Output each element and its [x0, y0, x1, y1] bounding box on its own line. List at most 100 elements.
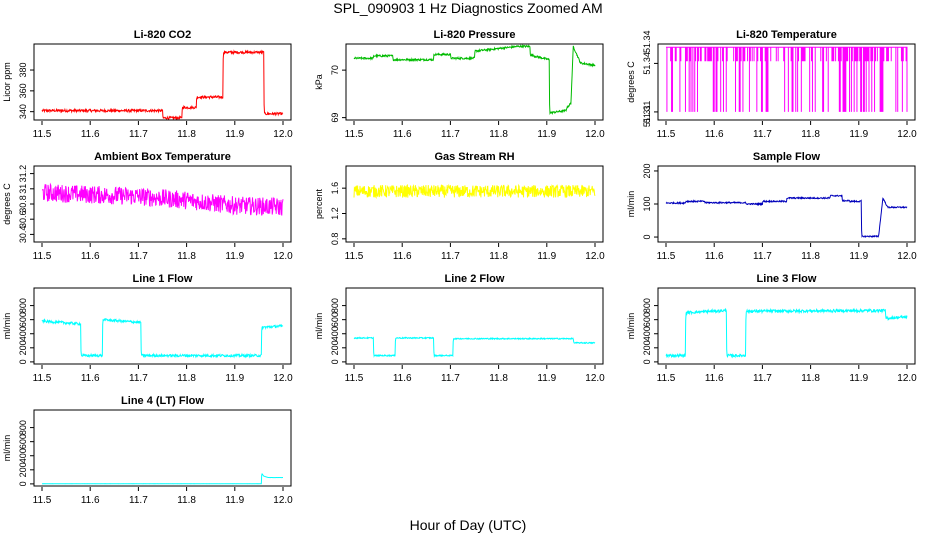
- x-tick-label: 11.8: [489, 251, 508, 262]
- y-tick-label: 51.31: [642, 105, 652, 128]
- y-tick-label: 0: [330, 359, 340, 364]
- x-tick-label: 11.7: [129, 251, 148, 262]
- x-tick-label: 11.8: [177, 495, 196, 506]
- y-tick-label: 400: [330, 326, 340, 341]
- x-tick-label: 11.6: [705, 373, 724, 384]
- chart-title: Li-820 CO2: [134, 29, 191, 41]
- y-tick-label: 0.8: [330, 233, 340, 246]
- x-tick-label: 11.7: [753, 129, 772, 140]
- x-tick-label: 11.8: [177, 129, 196, 140]
- y-axis-label: degrees C: [2, 183, 12, 225]
- plot-frame: [33, 43, 292, 121]
- x-tick-label: 11.5: [657, 373, 676, 384]
- chart-panel-10: Line 4 (LT) Flow ml/min 11.5 11.6 11.7 11.8 11…: [2, 395, 293, 506]
- plot-frame: [345, 43, 604, 121]
- y-tick-label: 51.31: [642, 101, 652, 124]
- chart-panel-9: Line 3 Flow ml/min 11.5 11.6 11.7 11.8 11.9 12.…: [626, 273, 917, 384]
- x-tick-label: 12.0: [897, 251, 917, 262]
- x-tick-label: 11.8: [801, 129, 820, 140]
- x-tick-label: 11.9: [537, 129, 556, 140]
- x-tick-label: 11.5: [345, 129, 364, 140]
- y-axis-label: degrees C: [626, 61, 636, 103]
- series-line: [41, 317, 284, 359]
- y-axis-label: ml/min: [2, 435, 12, 462]
- y-tick-label: 30.4: [18, 226, 28, 244]
- y-tick-label: 51.34: [642, 31, 652, 54]
- chart-title: Li-820 Temperature: [736, 29, 837, 41]
- series-line: [665, 194, 908, 238]
- x-tick-label: 11.8: [801, 251, 820, 262]
- chart-panel-4: Ambient Box Temperature degrees C 11.5 11.6…: [2, 151, 293, 262]
- series-line: [353, 183, 596, 200]
- series-line: [666, 46, 908, 112]
- x-tick-label: 11.6: [81, 129, 100, 140]
- chart-panel-2: Li-820 Pressure kPa 11.5 11.6 11.7 11.8 11.9 12…: [314, 29, 605, 140]
- y-tick-label: 200: [330, 340, 340, 355]
- series-line: [41, 182, 284, 216]
- x-tick-label: 11.6: [81, 373, 100, 384]
- x-tick-label: 11.9: [537, 251, 556, 262]
- chart-title: Line 2 Flow: [445, 273, 505, 285]
- chart-title: Line 1 Flow: [133, 273, 193, 285]
- x-tick-label: 11.9: [225, 373, 244, 384]
- x-tick-label: 11.5: [657, 251, 676, 262]
- x-tick-label: 11.5: [345, 251, 364, 262]
- chart-panel-8: Line 2 Flow ml/min 11.5 11.6 11.7 11.8 11.9 12.…: [314, 273, 605, 384]
- y-tick-label: 340: [18, 104, 28, 119]
- x-tick-label: 12.0: [273, 129, 293, 140]
- y-tick-label: 600: [18, 434, 28, 449]
- x-tick-label: 11.8: [801, 373, 820, 384]
- chart-panel-1: Li-820 CO2 Licor ppm 11.5 11.6 11.7 11.8 11.9 1…: [2, 29, 293, 140]
- y-tick-label: 70: [330, 65, 340, 75]
- y-axis-label: ml/min: [2, 313, 12, 340]
- chart-title: Line 3 Flow: [757, 273, 817, 285]
- x-tick-label: 11.5: [33, 495, 52, 506]
- x-tick-label: 11.9: [537, 373, 556, 384]
- y-tick-label: 400: [18, 448, 28, 463]
- y-tick-label: 200: [18, 462, 28, 477]
- plot-frame: [657, 287, 916, 365]
- x-tick-label: 11.8: [177, 251, 196, 262]
- chart-panel-7: Line 1 Flow ml/min 11.5 11.6 11.7 11.8 11.9 12.…: [2, 273, 293, 384]
- chart-panel-5: Gas Stream RH percent 11.5 11.6 11.7 11.8 11.9…: [314, 151, 605, 262]
- x-tick-label: 11.6: [81, 251, 100, 262]
- x-tick-label: 11.6: [705, 251, 724, 262]
- y-axis-label: Licor ppm: [2, 62, 12, 102]
- chart-title: Sample Flow: [753, 151, 821, 163]
- y-tick-label: 600: [330, 312, 340, 327]
- x-tick-label: 11.5: [345, 373, 364, 384]
- chart-title: Ambient Box Temperature: [94, 151, 231, 163]
- x-tick-label: 11.7: [129, 373, 148, 384]
- series-line: [665, 307, 908, 359]
- y-tick-label: 200: [18, 340, 28, 355]
- y-tick-label: 380: [18, 63, 28, 78]
- chart-panel-3: Li-820 Temperature degrees C 11.5 11.6 11.7 1…: [626, 29, 917, 140]
- series-line: [353, 336, 596, 359]
- x-tick-label: 12.0: [897, 373, 917, 384]
- x-tick-label: 11.8: [489, 373, 508, 384]
- x-tick-label: 11.7: [129, 495, 148, 506]
- chart-title: Li-820 Pressure: [434, 29, 516, 41]
- y-tick-label: 30.6: [18, 210, 28, 228]
- x-tick-label: 11.6: [393, 251, 412, 262]
- series-line: [41, 49, 284, 120]
- chart-title: Line 4 (LT) Flow: [121, 395, 204, 407]
- figure-title: SPL_090903 1 Hz Diagnostics Zoomed AM: [333, 0, 603, 16]
- x-tick-label: 11.8: [489, 129, 508, 140]
- y-tick-label: 69: [330, 113, 340, 123]
- y-tick-label: 0: [642, 359, 652, 364]
- plot-frame: [345, 287, 604, 365]
- x-tick-label: 11.5: [657, 129, 676, 140]
- x-tick-label: 11.6: [393, 129, 412, 140]
- x-tick-label: 11.7: [441, 251, 460, 262]
- x-tick-label: 11.9: [849, 373, 868, 384]
- x-tick-label: 12.0: [585, 129, 605, 140]
- x-tick-label: 11.9: [849, 251, 868, 262]
- x-tick-label: 12.0: [273, 251, 293, 262]
- y-tick-label: 800: [18, 420, 28, 435]
- y-tick-label: 360: [18, 83, 28, 98]
- x-tick-label: 11.5: [33, 373, 52, 384]
- x-tick-label: 12.0: [585, 251, 605, 262]
- x-tick-label: 11.8: [177, 373, 196, 384]
